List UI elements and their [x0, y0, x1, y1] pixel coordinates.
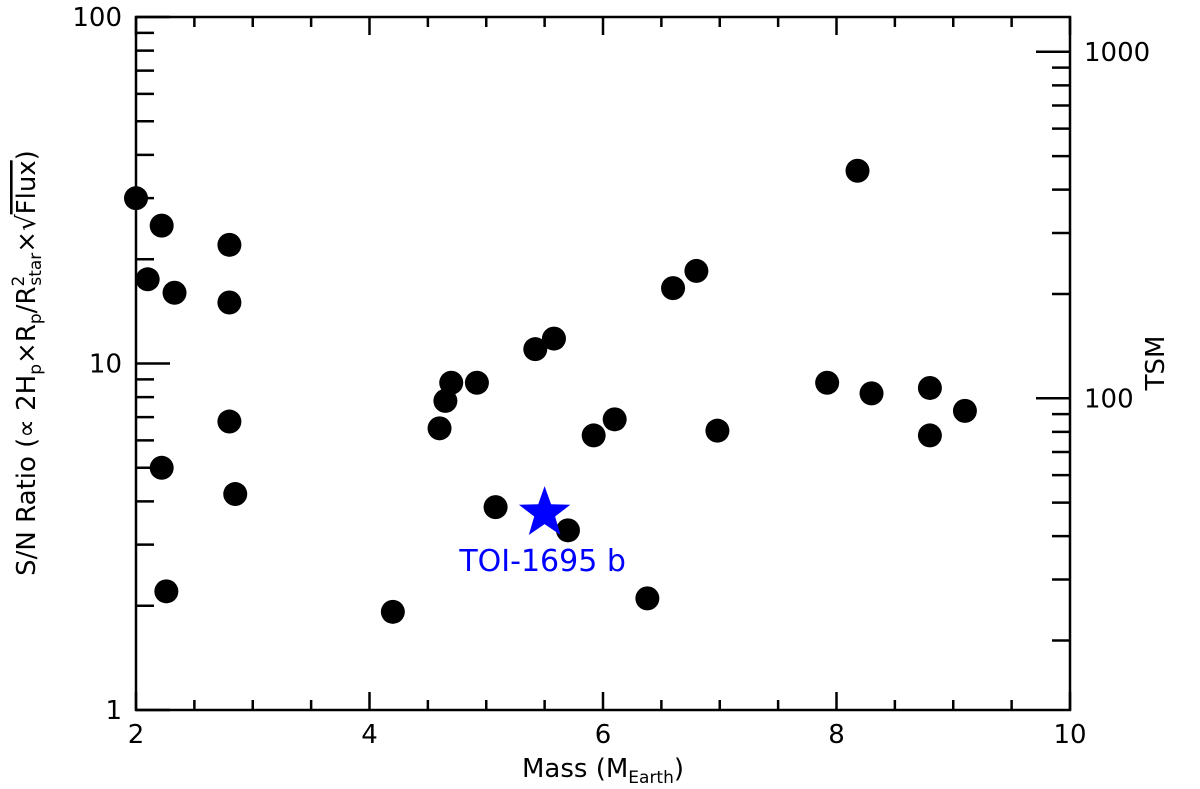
data-point [217, 290, 242, 315]
plot-frame [134, 15, 1072, 712]
data-point [124, 186, 148, 211]
data-point [581, 423, 606, 448]
data-point [217, 409, 242, 434]
y2-tick-label: 100 [1084, 384, 1134, 414]
data-point [483, 495, 508, 520]
data-point [635, 586, 660, 611]
x-tick-label: 4 [361, 720, 378, 750]
data-point [433, 388, 458, 413]
x-axis-label: Mass (MEarth) [522, 754, 684, 788]
x-tick-label: 10 [1053, 720, 1086, 750]
data-point [135, 267, 160, 292]
data-point [223, 482, 248, 507]
data-point [217, 232, 242, 257]
y-tick-label: 100 [72, 3, 122, 33]
data-point [952, 398, 977, 423]
y2-tick-label: 1000 [1084, 38, 1150, 68]
data-point [464, 370, 489, 395]
x-tick-label: 2 [128, 720, 145, 750]
data-point [541, 326, 566, 351]
highlight-group: TOI-1695 b [458, 486, 626, 579]
y-tick-label: 1 [105, 696, 122, 726]
data-point [523, 337, 548, 362]
data-points [124, 158, 977, 624]
data-point [602, 407, 627, 432]
data-point [427, 416, 452, 441]
data-point [917, 423, 942, 448]
data-point [555, 518, 580, 543]
data-point [705, 418, 730, 443]
x-tick-label: 8 [828, 720, 845, 750]
x-tick-label: 6 [595, 720, 612, 750]
y-axis-label: S/N Ratio (∝ 2Hp×Rp/R2star×√Flux) [9, 150, 46, 576]
data-point [439, 370, 464, 395]
axis-tick-labels: 2 4 6 8 10 1 10 100 100 1000 [72, 3, 1150, 750]
data-point [684, 258, 709, 283]
data-point [859, 381, 884, 406]
data-point [917, 375, 942, 400]
data-point [149, 213, 174, 238]
axis-ticks [134, 15, 1072, 712]
highlight-label: TOI-1695 b [458, 544, 626, 579]
data-point [154, 579, 179, 604]
data-point [661, 276, 686, 301]
data-point [162, 280, 187, 305]
data-point [845, 158, 870, 183]
highlight-star-marker [518, 486, 571, 535]
data-point [380, 599, 405, 624]
y2-axis-label: TSM [1141, 336, 1171, 392]
y-tick-label: 10 [89, 350, 122, 380]
data-point [815, 370, 840, 395]
data-point [149, 455, 174, 480]
